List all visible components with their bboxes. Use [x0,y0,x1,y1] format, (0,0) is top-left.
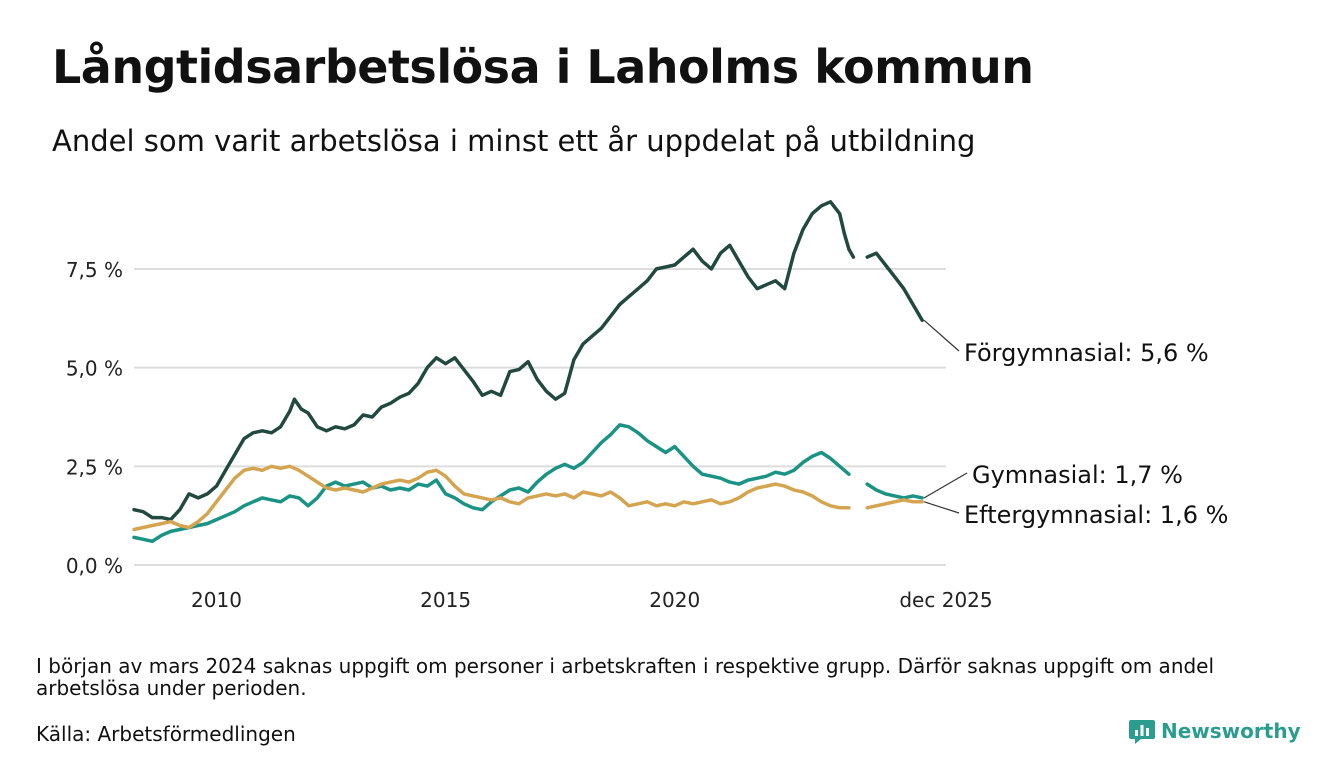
line-chart: 0,0 % 2,5 % 5,0 % 7,5 % 2010 2015 2020 dec 202… [66,200,1228,612]
leader-line [923,319,960,352]
series-end-label: Gymnasial: 1,7 % [972,461,1183,489]
leader-line [923,472,968,499]
x-tick-label: 2010 [191,588,242,612]
grid-lines [134,267,946,566]
y-axis-ticks: 0,0 % 2,5 % 5,0 % 7,5 % [66,258,123,578]
newsworthy-chart-icon [1129,720,1155,744]
y-tick-label: 5,0 % [66,357,123,381]
series-line-förgymnasial-before-gap [132,200,856,522]
x-tick-label: dec 2025 [899,588,992,612]
series-end-label: Förgymnasial: 5,6 % [964,339,1209,367]
series-line-eftergymnasial-before-gap [132,464,851,532]
series-line-gymnasial-after-gap [865,482,924,500]
x-tick-label: 2020 [649,588,700,612]
series-line-förgymnasial-after-gap [865,251,924,323]
leader-line [923,501,960,514]
brand-logo: Newsworthy [1129,717,1301,745]
x-axis-ticks: 2010 2015 2020 dec 2025 [191,588,993,612]
series-line-gymnasial-before-gap [132,423,851,544]
chart-subtitle: Andel som varit arbetslösa i minst ett å… [52,124,976,158]
y-tick-label: 7,5 % [66,258,123,282]
footnote: I början av mars 2024 saknas uppgift om … [36,654,1215,700]
chart-title: Långtidsarbetslösa i Laholms kommun [52,40,1034,94]
y-tick-label: 2,5 % [66,455,123,479]
series-end-label: Eftergymnasial: 1,6 % [964,501,1228,529]
series-line-eftergymnasial-after-gap [865,498,924,510]
brand-name: Newsworthy [1161,719,1301,743]
series-end-labels: Förgymnasial: 5,6 % Gymnasial: 1,7 % Efter… [923,319,1228,529]
y-tick-label: 0,0 % [66,554,123,578]
source-credit: Källa: Arbetsförmedlingen [36,722,296,746]
series-lines [132,200,924,544]
x-tick-label: 2015 [420,588,471,612]
